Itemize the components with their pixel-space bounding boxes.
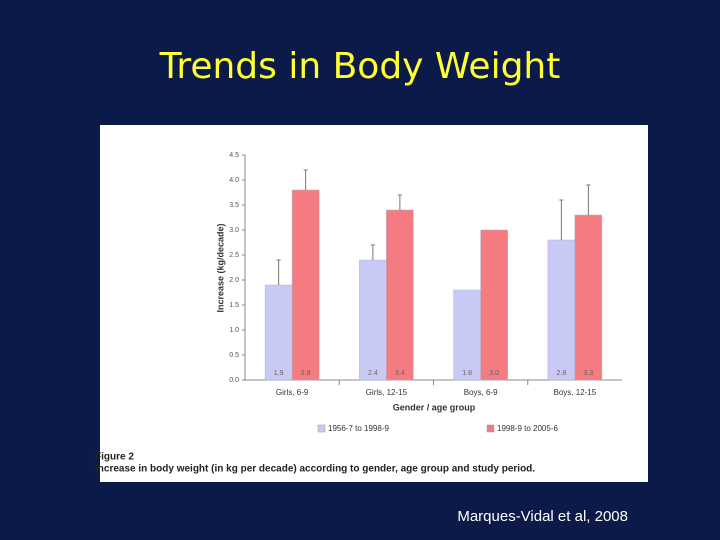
legend-label: 1998-9 to 2005-6 bbox=[497, 424, 558, 433]
slide-title: Trends in Body Weight bbox=[159, 46, 561, 87]
value-label: 1.8 bbox=[462, 370, 472, 377]
figure-label: Figure 2 bbox=[95, 452, 134, 463]
value-label: 1.9 bbox=[274, 370, 284, 377]
y-tick-label: 1.0 bbox=[229, 327, 239, 334]
x-tick-label: Girls, 6-9 bbox=[276, 388, 309, 397]
x-tick-label: Boys, 6-9 bbox=[464, 388, 498, 397]
value-label: 3.3 bbox=[584, 370, 594, 377]
bar bbox=[386, 209, 414, 381]
value-label: 3.8 bbox=[301, 370, 311, 377]
legend-swatch bbox=[486, 424, 495, 433]
value-label: 3.0 bbox=[489, 370, 499, 377]
bar bbox=[547, 239, 576, 381]
bar bbox=[480, 229, 508, 381]
value-label: 2.4 bbox=[368, 370, 378, 377]
y-tick-label: 2.0 bbox=[229, 277, 239, 284]
y-tick-label: 0.0 bbox=[229, 377, 239, 384]
y-tick-label: 3.5 bbox=[229, 202, 239, 209]
legend-label: 1956-7 to 1998-9 bbox=[328, 424, 389, 433]
x-axis-label: Gender / age group bbox=[393, 402, 476, 412]
value-label: 3.4 bbox=[395, 370, 405, 377]
y-tick-label: 4.0 bbox=[229, 177, 239, 184]
bar bbox=[453, 289, 481, 381]
legend-swatch bbox=[317, 424, 326, 433]
y-tick-label: 2.5 bbox=[229, 252, 239, 259]
bar bbox=[291, 189, 320, 381]
y-tick-label: 3.0 bbox=[229, 227, 239, 234]
y-tick-label: 0.5 bbox=[229, 352, 239, 359]
bar bbox=[574, 214, 603, 381]
y-tick-label: 4.5 bbox=[229, 152, 239, 159]
bar bbox=[359, 259, 387, 381]
x-tick-label: Boys, 12-15 bbox=[554, 388, 597, 397]
citation: Marques-Vidal et al, 2008 bbox=[457, 508, 628, 525]
figure-caption: Increase in body weight (in kg per decad… bbox=[95, 464, 535, 475]
y-axis-label: Increase (kg/decade) bbox=[215, 223, 225, 312]
value-label: 2.8 bbox=[557, 370, 567, 377]
y-tick-label: 1.5 bbox=[229, 302, 239, 309]
x-tick-label: Girls, 12-15 bbox=[366, 388, 408, 397]
bar bbox=[264, 284, 293, 381]
